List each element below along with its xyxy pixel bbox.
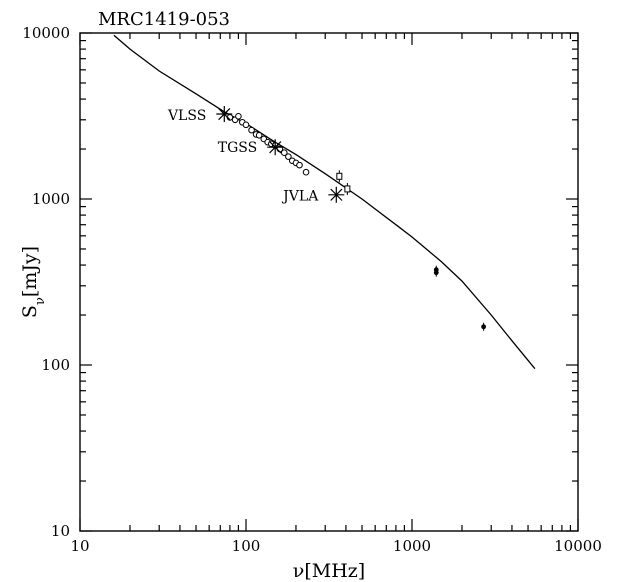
x-tick-label: 100: [232, 537, 261, 555]
annotation-label: TGSS: [218, 140, 257, 156]
data-point-circle: [302, 168, 310, 176]
x-axis-label: ν[MHz]: [293, 560, 365, 582]
y-tick-label: 1000: [32, 190, 70, 208]
fit-curve: [113, 34, 536, 370]
fit-curve-line: [113, 34, 536, 370]
chart-title: MRC1419-053: [98, 9, 230, 30]
x-tick-label: 10: [70, 537, 89, 555]
tick-labels: 10 100 1000 10000 10 100 1000 10000: [22, 24, 602, 555]
y-tick-label: 10: [51, 522, 70, 540]
data-point-dot: [433, 268, 439, 277]
annotations: VLSS TGSS JVLA: [167, 108, 319, 204]
x-tick-label: 10000: [554, 537, 602, 555]
y-axis-label-sub: ν: [33, 297, 48, 305]
y-axis-label-main: S: [19, 305, 41, 318]
data-point-circle: [296, 161, 303, 169]
data-point-circle: [285, 153, 292, 160]
plot-frame: [79, 32, 579, 532]
axis-ticks: [79, 32, 579, 532]
data-points: [216, 106, 487, 331]
data-point-circle: [235, 112, 242, 120]
data-point-circle: [242, 121, 250, 129]
y-tick-label: 10000: [22, 24, 70, 42]
annotation-label: JVLA: [281, 188, 319, 204]
data-point-star: [267, 139, 284, 156]
annotation-label: VLSS: [167, 108, 206, 124]
data-point-square: [336, 170, 343, 183]
y-tick-label: 100: [41, 356, 70, 374]
y-axis-label: Sν[mJy]: [19, 246, 48, 318]
data-point-star: [328, 186, 345, 203]
data-point-circle: [248, 126, 255, 134]
data-point-star: [216, 106, 233, 122]
data-point-circle: [255, 131, 263, 139]
data-point-dot: [481, 322, 487, 331]
data-point-circle: [280, 149, 288, 157]
square-marker: [344, 185, 351, 193]
data-point-square: [344, 182, 351, 195]
dot-marker: [433, 270, 439, 276]
y-axis-label-unit: [mJy]: [19, 246, 41, 297]
x-tick-label: 1000: [393, 537, 431, 555]
square-marker: [336, 172, 343, 180]
dot-marker: [481, 324, 487, 330]
